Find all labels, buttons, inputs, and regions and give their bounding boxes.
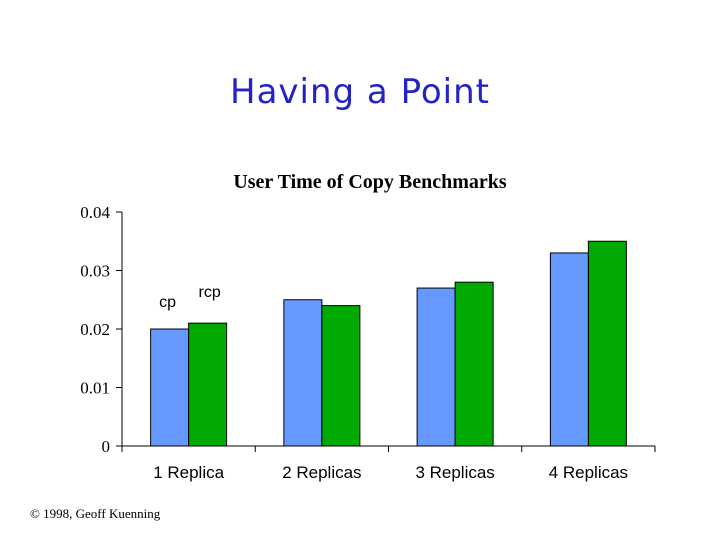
- y-tick-label: 0.04: [80, 203, 110, 222]
- bar-cp: [549, 252, 589, 447]
- y-tick-label: 0.02: [80, 320, 110, 339]
- x-tick-label: 3 Replicas: [415, 463, 494, 482]
- bar-cp: [416, 287, 456, 447]
- slide-title: Having a Point: [230, 72, 490, 112]
- bar-cp: [150, 328, 190, 447]
- series-label-rcp: rcp: [199, 284, 221, 301]
- bar-cp: [283, 299, 323, 447]
- chart-axes: 0 0.01 0.02 0.03 0.04 1 Replica 2 Replicas 3 Re…: [80, 203, 656, 482]
- series-label-cp: cp: [159, 294, 176, 311]
- y-tick-label: 0.01: [80, 379, 110, 398]
- bar-rcp: [321, 305, 361, 447]
- chart-bars: [150, 240, 627, 447]
- chart-title: User Time of Copy Benchmarks: [233, 171, 507, 193]
- y-tick-label: 0: [102, 437, 111, 456]
- x-tick-label: 1 Replica: [153, 463, 224, 482]
- x-tick-label: 4 Replicas: [549, 463, 628, 482]
- y-tick-label: 0.03: [80, 262, 110, 281]
- bar-rcp: [587, 240, 627, 447]
- copyright-footer: © 1998, Geoff Kuenning: [30, 506, 161, 521]
- x-tick-label: 2 Replicas: [282, 463, 361, 482]
- bar-rcp: [454, 281, 494, 447]
- chart-labels: cp rcp: [159, 284, 221, 311]
- bar-rcp: [188, 322, 228, 447]
